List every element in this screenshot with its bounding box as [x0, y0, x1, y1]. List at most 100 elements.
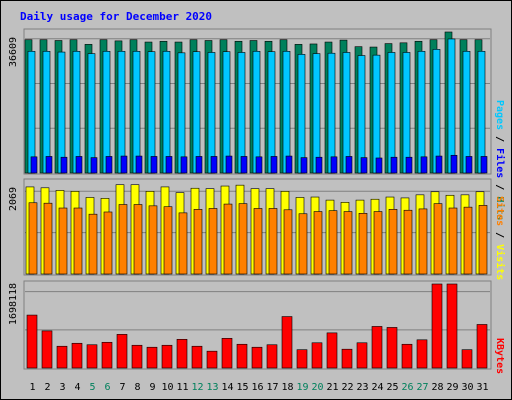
top-bar-files-day-11	[177, 52, 186, 174]
top-bar-files-day-19	[297, 54, 306, 174]
top-bar-files-day-7	[117, 50, 126, 174]
top-bar-files-day-24	[372, 54, 381, 174]
x-tick-label-day-8: 8	[134, 382, 140, 393]
legend-separator: /	[494, 130, 505, 148]
bottom-panel-legend: KBytes	[494, 338, 505, 374]
top-bar-pages-day-2	[45, 156, 53, 174]
middle-bar-sites-day-6	[103, 211, 113, 275]
x-tick-label-day-1: 1	[29, 382, 35, 393]
middle-bar-sites-day-28	[433, 203, 443, 275]
bottom-bar-kbytes-day-21	[326, 332, 338, 369]
bottom-bar-kbytes-day-27	[416, 339, 428, 369]
bottom-bar-kbytes-day-28	[431, 283, 443, 369]
x-tick-label-day-22: 22	[341, 382, 353, 393]
top-bar-pages-day-25	[390, 156, 398, 174]
x-tick-label-day-31: 31	[476, 382, 488, 393]
x-tick-label-day-3: 3	[59, 382, 65, 393]
middle-bar-sites-day-20	[313, 211, 323, 275]
top-bar-pages-day-15	[240, 156, 248, 174]
middle-bar-sites-day-27	[418, 208, 428, 275]
bottom-bar-kbytes-day-11	[176, 339, 188, 369]
middle-bar-sites-day-14	[223, 203, 233, 275]
top-bar-files-day-17	[267, 51, 276, 174]
x-tick-label-day-4: 4	[74, 382, 80, 393]
bottom-bar-kbytes-day-14	[221, 338, 233, 369]
middle-bar-sites-day-25	[388, 209, 398, 275]
top-bar-files-day-3	[57, 51, 66, 174]
middle-bar-sites-day-3	[58, 207, 68, 275]
top-bar-files-day-10	[162, 50, 171, 174]
x-axis-day-labels: 1 2 3 4 5 6 7 8 9 10 11 12 13 14 15 16 17 18 19 20 21 22 23 24 2…	[29, 382, 488, 393]
legend-separator: /	[494, 226, 505, 244]
middle-bar-sites-day-15	[238, 203, 248, 275]
top-bar-files-day-15	[237, 52, 246, 174]
legend-files: Files	[494, 148, 506, 178]
bottom-bar-kbytes-day-4	[71, 342, 83, 369]
middle-bar-sites-day-10	[163, 206, 173, 275]
bottom-bar-kbytes-day-5	[86, 344, 98, 369]
x-tick-label-day-21: 21	[326, 382, 338, 393]
middle-bar-sites-day-18	[283, 209, 293, 275]
x-tick-label-day-14: 14	[221, 382, 233, 393]
x-tick-label-day-18: 18	[281, 382, 293, 393]
top-bar-files-day-2	[42, 50, 51, 174]
top-bar-pages-day-10	[165, 156, 173, 174]
top-bar-files-day-20	[312, 53, 321, 174]
top-bar-files-day-9	[147, 51, 156, 174]
top-bar-pages-day-7	[120, 155, 128, 174]
bottom-bar-kbytes-day-22	[341, 348, 353, 369]
x-tick-label-day-15: 15	[236, 382, 248, 393]
top-bar-files-day-18	[282, 50, 291, 174]
top-bar-pages-day-9	[150, 156, 158, 174]
x-tick-label-day-13: 13	[206, 382, 218, 393]
bottom-bar-kbytes-day-6	[101, 341, 113, 369]
top-bar-files-day-23	[357, 55, 366, 174]
middle-bar-sites-day-30	[463, 206, 473, 275]
middle-bar-sites-day-5	[88, 213, 98, 275]
legend-separator: /	[494, 178, 505, 196]
bottom-bar-kbytes-day-24	[371, 326, 383, 369]
top-bar-files-day-6	[102, 50, 111, 174]
middle-bar-sites-day-11	[178, 212, 188, 275]
x-tick-label-day-23: 23	[356, 382, 368, 393]
top-bar-pages-day-27	[420, 156, 428, 174]
top-bar-pages-day-23	[360, 157, 368, 174]
bottom-bar-kbytes-day-19	[296, 349, 308, 369]
top-bar-files-day-12	[192, 51, 201, 174]
bottom-bar-kbytes-day-30	[461, 349, 473, 369]
legend-middle-text: Sites / Visits	[494, 196, 506, 280]
bottom-bar-kbytes-day-7	[116, 334, 128, 369]
bottom-bar-kbytes-day-16	[251, 346, 263, 369]
top-bar-files-day-1	[27, 50, 36, 174]
middle-bar-sites-day-23	[358, 213, 368, 275]
middle-bar-sites-day-16	[253, 208, 263, 275]
middle-bar-sites-day-29	[448, 207, 458, 275]
x-tick-label-day-25: 25	[386, 382, 398, 393]
x-tick-label-day-5: 5	[89, 382, 95, 393]
top-bar-files-day-4	[72, 50, 81, 174]
top-bar-pages-day-18	[285, 155, 293, 174]
middle-bar-sites-day-13	[208, 208, 218, 275]
x-tick-label-day-27: 27	[416, 382, 428, 393]
x-tick-label-day-10: 10	[161, 382, 173, 393]
middle-bar-sites-day-9	[148, 205, 158, 275]
top-bar-pages-day-13	[210, 156, 218, 174]
x-tick-label-day-6: 6	[104, 382, 110, 393]
x-tick-label-day-12: 12	[191, 382, 203, 393]
top-bar-pages-day-6	[105, 156, 113, 174]
x-tick-label-day-16: 16	[251, 382, 263, 393]
bottom-bar-kbytes-day-20	[311, 342, 323, 369]
x-tick-label-day-2: 2	[44, 382, 50, 393]
x-tick-label-day-9: 9	[149, 382, 155, 393]
bottom-bar-kbytes-day-31	[476, 324, 488, 369]
bottom-bar-kbytes-day-2	[41, 330, 53, 369]
top-bar-pages-day-19	[300, 157, 308, 174]
top-bar-pages-day-26	[405, 156, 413, 174]
x-tick-label-day-7: 7	[119, 382, 125, 393]
top-bar-pages-day-17	[270, 156, 278, 174]
top-bar-files-day-27	[417, 50, 426, 174]
top-bar-files-day-28	[432, 49, 441, 174]
middle-bar-sites-day-17	[268, 208, 278, 275]
legend-hits: Hits	[494, 196, 506, 220]
